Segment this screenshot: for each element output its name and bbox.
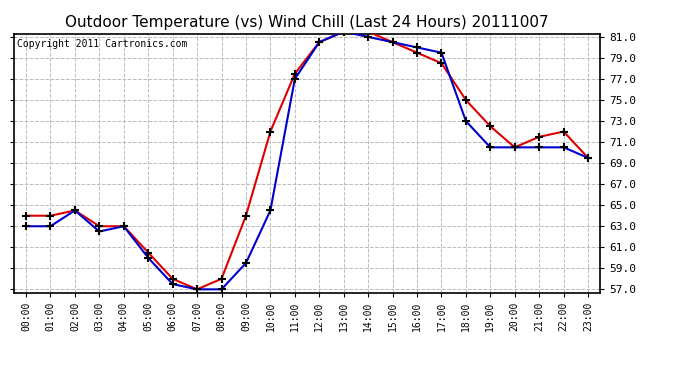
Title: Outdoor Temperature (vs) Wind Chill (Last 24 Hours) 20111007: Outdoor Temperature (vs) Wind Chill (Las… bbox=[66, 15, 549, 30]
Text: Copyright 2011 Cartronics.com: Copyright 2011 Cartronics.com bbox=[17, 39, 187, 49]
